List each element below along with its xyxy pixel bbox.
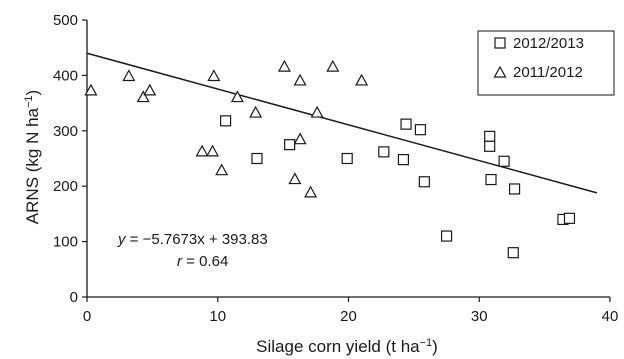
y-axis-label-main: ARNS (kg N ha (23, 107, 42, 224)
triangle-point (207, 69, 221, 82)
triangle-point (195, 144, 209, 157)
square-point (507, 247, 519, 259)
legend-triangle-marker (493, 65, 507, 78)
regression-equation: y = −5.7673x + 393.83 (117, 231, 268, 248)
x-axis-label-main: Silage corn yield (t ha (256, 337, 420, 356)
triangle-point (206, 144, 220, 157)
triangle-point (310, 105, 324, 118)
triangle-point (304, 185, 318, 198)
legend-label-2011-2012: 2011/2012 (513, 64, 583, 81)
x-axis-label-close: ) (432, 337, 438, 356)
trend-line (86, 52, 598, 194)
y-tick-label: 0 (70, 289, 78, 306)
x-tick-label: 10 (209, 308, 226, 325)
triangle-point (122, 69, 136, 82)
x-tick-label: 0 (83, 308, 91, 325)
triangle-point (277, 59, 291, 72)
square-point (484, 140, 496, 152)
data-marks (84, 52, 598, 259)
square-point (498, 155, 510, 167)
triangle-point (355, 73, 369, 86)
legend: 2012/2013 2011/2012 (477, 30, 615, 96)
correlation-coefficient: r = 0.64 (177, 253, 228, 270)
square-point (378, 146, 390, 158)
equation-variable: y (117, 231, 127, 248)
x-tick-label: 20 (340, 308, 357, 325)
square-point (251, 152, 263, 165)
legend-square-marker (494, 37, 506, 49)
y-tick-label: 500 (53, 12, 78, 29)
x-tick-label: 30 (471, 308, 488, 325)
triangle-point (136, 90, 150, 103)
square-point (563, 212, 576, 224)
legend-label-2012-2013: 2012/2013 (513, 35, 584, 52)
square-point (284, 139, 296, 151)
square-point (418, 176, 430, 188)
triangle-point (84, 83, 98, 96)
triangle-point (293, 132, 307, 145)
triangle-point (326, 59, 340, 72)
x-axis-label: Silage corn yield (t ha−1) (256, 337, 438, 356)
square-point (485, 173, 497, 186)
triangle-point (249, 105, 263, 118)
triangle-point (215, 163, 229, 176)
square-point (414, 124, 427, 136)
x-tick-label: 40 (602, 308, 619, 325)
triangle-point (293, 73, 307, 86)
triangle-point (230, 90, 244, 103)
square-point (341, 152, 353, 165)
triangle-point (143, 83, 157, 96)
square-point (219, 115, 232, 127)
y-tick-label: 400 (53, 67, 78, 84)
square-point (440, 230, 453, 242)
y-axis-label: ARNS (kg N ha−1) (23, 90, 42, 224)
triangle-point (288, 172, 302, 185)
square-point (508, 183, 521, 195)
correlation-text: = 0.64 (182, 253, 228, 270)
y-axis-label-sup: −1 (23, 95, 35, 108)
square-point (484, 130, 496, 142)
axes: 0 100 200 300 400 500 0 10 20 30 40 (53, 12, 618, 325)
y-tick-label: 200 (53, 178, 78, 195)
square-point (397, 154, 410, 166)
square-point (400, 118, 412, 130)
y-tick-label: 100 (53, 234, 78, 251)
y-axis-label-close: ) (23, 90, 42, 96)
equation-text: = −5.7673x + 393.83 (126, 231, 268, 248)
correlation-variable: r (177, 253, 183, 270)
x-axis-label-sup: −1 (420, 337, 433, 349)
y-tick-label: 300 (53, 123, 78, 140)
